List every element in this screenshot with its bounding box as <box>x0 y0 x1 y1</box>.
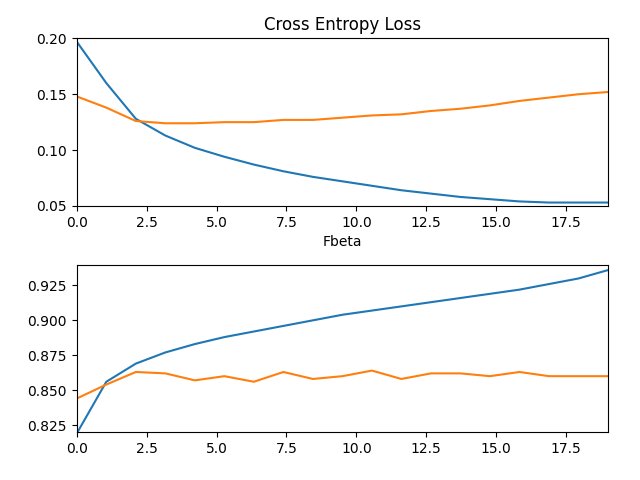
Title: Cross Entropy Loss: Cross Entropy Loss <box>264 16 421 34</box>
X-axis label: Fbeta: Fbeta <box>323 235 362 249</box>
